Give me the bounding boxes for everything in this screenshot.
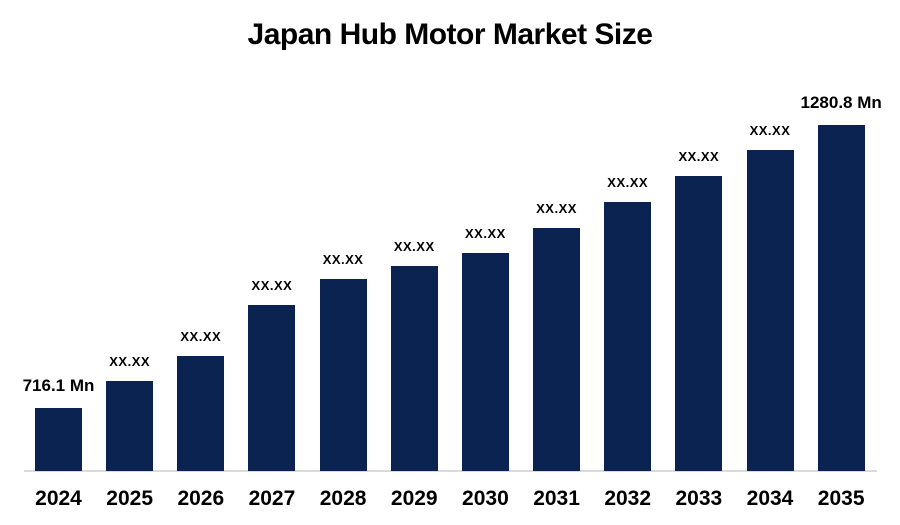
bar-2028 <box>319 279 367 471</box>
bar-value-label-2031: XX.XX <box>536 201 577 216</box>
bar-2033 <box>675 176 723 471</box>
bar-2025 <box>106 381 154 471</box>
x-axis-label-2024: 2024 <box>35 487 82 510</box>
x-axis-label-2031: 2031 <box>533 487 580 510</box>
x-axis-label-2033: 2033 <box>675 487 723 510</box>
x-axis-line <box>24 470 877 472</box>
x-axis-label-2032: 2032 <box>604 487 652 510</box>
bar-2032 <box>604 202 652 471</box>
bar-value-label-2029: XX.XX <box>393 239 435 254</box>
x-axis-label-2030: 2030 <box>462 487 509 510</box>
bar-value-label-2026: XX.XX <box>180 329 222 344</box>
x-axis-label-2035: 2035 <box>817 487 865 510</box>
chart-title: Japan Hub Motor Market Size <box>247 18 653 51</box>
bar-2031 <box>533 228 581 471</box>
bar-value-label-2035: 1280.8 Mn <box>800 93 882 112</box>
bar-2035 <box>817 125 865 471</box>
x-axis-label-2029: 2029 <box>390 487 438 510</box>
x-axis-label-2028: 2028 <box>319 487 367 510</box>
bar-value-label-2030: XX.XX <box>464 226 506 241</box>
x-axis-label-2025: 2025 <box>106 487 153 510</box>
bar-2030 <box>461 253 509 471</box>
bar-value-label-2025: XX.XX <box>109 354 151 369</box>
bar-value-label-2027: XX.XX <box>251 278 293 293</box>
bar-2029 <box>390 266 438 471</box>
x-axis-label-2026: 2026 <box>177 487 225 510</box>
bar-value-label-2028: XX.XX <box>322 252 364 267</box>
bar-2034 <box>746 150 794 471</box>
bar-2027 <box>248 305 296 471</box>
bar-value-label-2032: XX.XX <box>607 175 649 190</box>
bar-2026 <box>177 356 225 471</box>
x-axis-label-2034: 2034 <box>746 487 794 510</box>
x-axis-label-2027: 2027 <box>248 487 296 510</box>
bar-value-label-2024: 716.1 Mn <box>22 376 95 395</box>
bar-value-label-2033: XX.XX <box>678 149 720 164</box>
bar-2024 <box>35 408 82 471</box>
bar-value-label-2034: XX.XX <box>749 123 791 138</box>
